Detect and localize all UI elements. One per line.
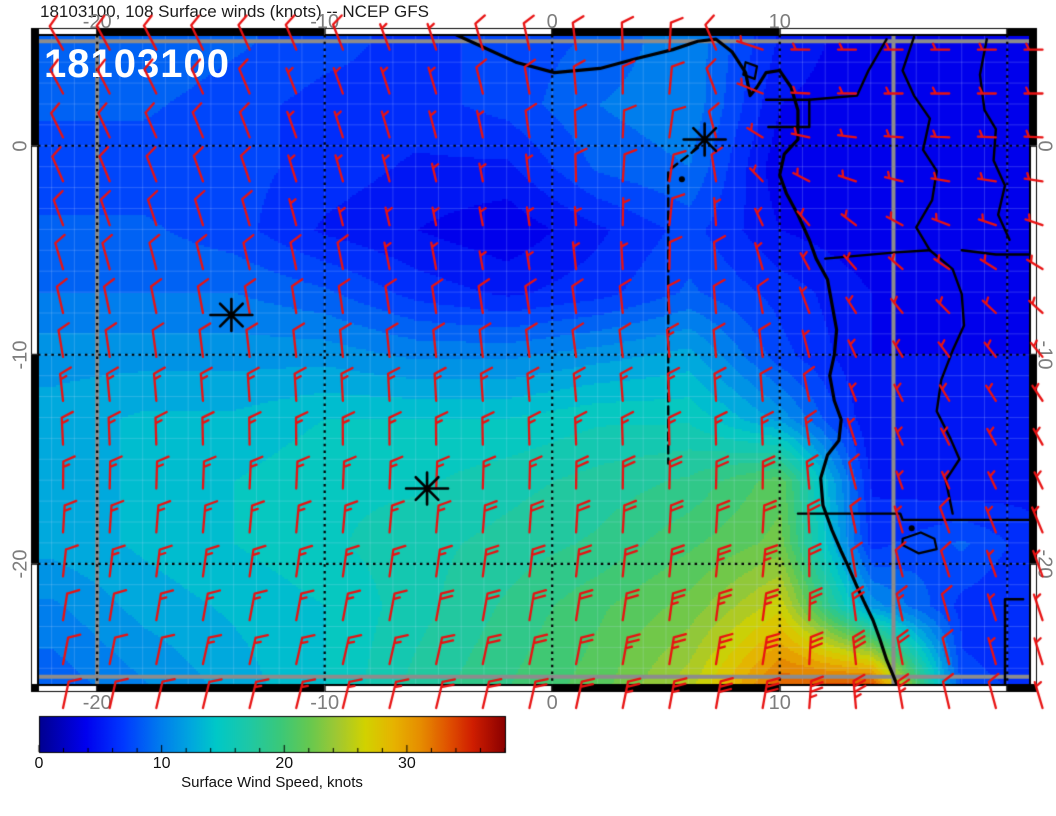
wind-barbs-canvas	[0, 0, 1056, 816]
weather-map: 18103100, 108 Surface winds (knots) -- N…	[0, 0, 1056, 816]
